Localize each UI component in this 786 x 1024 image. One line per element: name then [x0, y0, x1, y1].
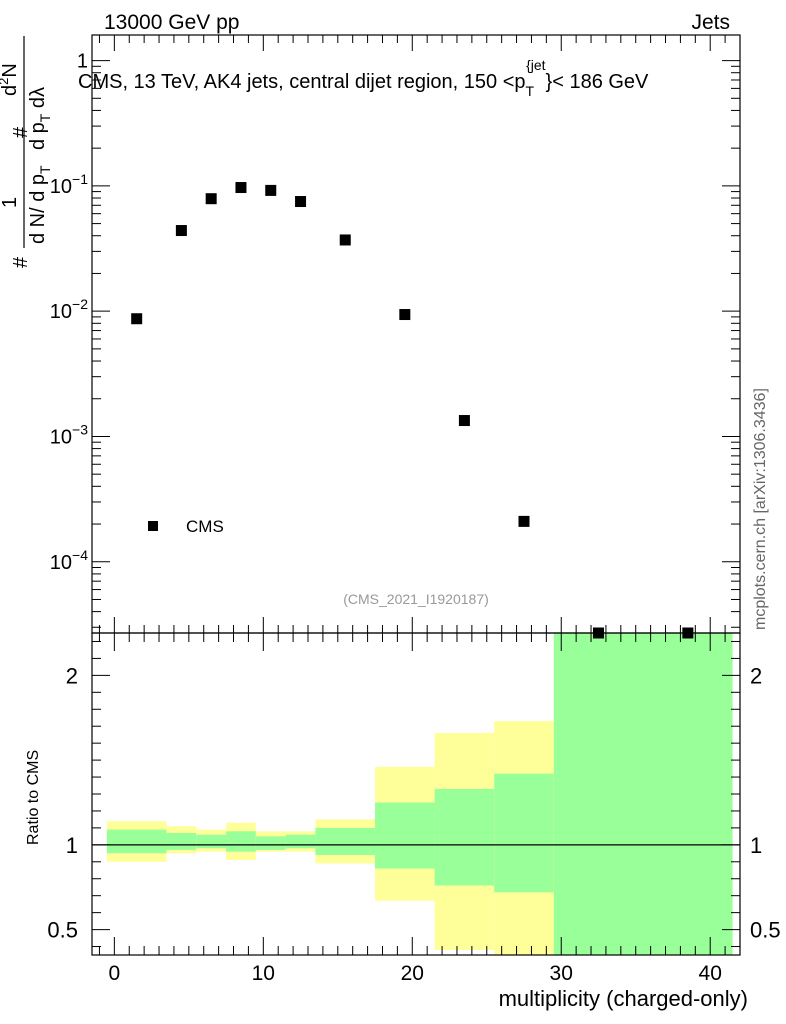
xtick-label-0: 0: [109, 962, 121, 985]
ratio-ytick-label-left-0: 0.5: [47, 918, 78, 943]
main-ytick-label-0: 1: [77, 51, 88, 73]
header-right: Jets: [691, 11, 730, 34]
ratio-ytick-label-right-0: 0.5: [750, 918, 781, 943]
ylabel-hash1: #: [10, 256, 32, 268]
ratio-ytick-label-left-1: 1: [66, 833, 78, 858]
band-inner-bin-2: [196, 834, 227, 849]
main-ytick-label-4: 10−4: [50, 547, 88, 574]
ratio-bands: [92, 633, 740, 955]
data-point-5: [295, 196, 307, 208]
main-ytick-label-3: 10−3: [50, 421, 88, 448]
xtick-label-2: 20: [401, 962, 424, 985]
band-inner-bin-7: [375, 802, 435, 869]
ratio-ytick-label-right-1: 1: [750, 833, 762, 858]
data-point-4: [265, 184, 277, 196]
data-point-6: [339, 234, 351, 246]
main-ytick-label-1: 10−1: [50, 171, 88, 198]
band-inner-bin-1: [166, 832, 197, 850]
legend: CMS: [148, 517, 224, 536]
data-point-11: [682, 627, 694, 639]
band-inner-bin-6: [315, 827, 376, 856]
data-point-0: [131, 313, 143, 325]
band-inner-bin-0: [106, 829, 167, 854]
data-point-8: [458, 415, 470, 427]
xtick-label-1: 10: [252, 962, 275, 985]
x-axis-label: multiplicity (charged-only): [499, 986, 748, 1011]
ratio-ticks: 0.5 0.51 12 20 10 20 30 40: [47, 633, 781, 985]
xtick-label-3: 30: [550, 962, 573, 985]
main-ytick-label-2: 10−2: [50, 296, 88, 323]
ratio-ytick-label-left-2: 2: [66, 663, 78, 688]
band-inner-bin-8: [434, 788, 495, 886]
main-y-axis-label: # 1 d N/ d pT # d2N d pT dλ: [0, 36, 53, 268]
main-frame: [91, 34, 741, 634]
data-points: [131, 182, 694, 639]
data-point-2: [205, 193, 217, 205]
data-point-10: [592, 627, 604, 639]
legend-marker-cms: [148, 521, 158, 531]
data-point-9: [518, 515, 530, 527]
ylabel-frac2-num: d2N: [0, 63, 21, 96]
band-inner-bin-9: [494, 773, 554, 893]
analysis-label: (CMS_2021_I1920187): [343, 591, 489, 607]
ratio-ytick-label-right-2: 2: [750, 663, 762, 688]
chart-title: CMS, 13 TeV, AK4 jets, central dijet reg…: [78, 57, 649, 99]
legend-label-cms: CMS: [186, 517, 224, 536]
main-y-ticks: 1 10−1 10−2 10−3 10−4: [50, 35, 740, 633]
ylabel-frac1-den: d N/ d pT: [27, 165, 53, 244]
ylabel-frac1-num: 1: [0, 197, 21, 208]
band-inner-bin-4: [255, 836, 286, 850]
data-point-3: [235, 182, 247, 194]
header-left: 13000 GeV pp: [104, 11, 239, 34]
xtick-label-4: 40: [699, 962, 722, 985]
data-point-7: [399, 309, 411, 321]
ylabel-hash2: #: [10, 126, 32, 138]
ylabel-frac2-den: d pT dλ: [27, 87, 53, 150]
ratio-y-axis-label: Ratio to CMS: [25, 750, 42, 845]
band-inner-bin-10: [553, 633, 733, 955]
band-inner-bin-3: [226, 831, 256, 852]
data-point-1: [175, 225, 187, 237]
watermark: mcplots.cern.ch [arXiv:1306.3436]: [752, 388, 769, 630]
band-inner-bin-5: [285, 834, 316, 849]
